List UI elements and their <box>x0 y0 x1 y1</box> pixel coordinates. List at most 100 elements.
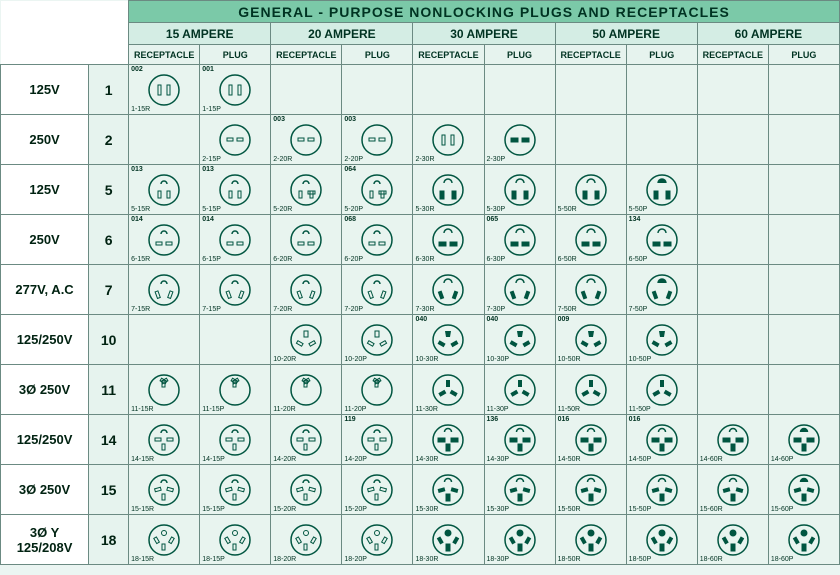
plug-cell: 18-15P <box>200 515 271 565</box>
item-code: 040 <box>415 316 427 323</box>
plug-cell: 5-20R <box>271 165 342 215</box>
nema-code: 18-15P <box>202 556 225 563</box>
item-code: 002 <box>131 66 143 73</box>
nema-code: 7-50P <box>629 306 648 313</box>
item-code: 013 <box>131 166 143 173</box>
plug-cell: 10-20R <box>271 315 342 365</box>
voltage-label: 3Ø Y125/208V <box>1 515 89 565</box>
plug-cell: 15-30P <box>484 465 555 515</box>
sub-header: PLUG <box>200 45 271 65</box>
empty-cell <box>271 65 342 115</box>
plug-cell: 5-30P <box>484 165 555 215</box>
empty-cell <box>697 65 768 115</box>
sub-header: PLUG <box>626 45 697 65</box>
empty-cell <box>768 365 839 415</box>
plug-cell: 040 10-30R <box>413 315 484 365</box>
voltage-label: 277V, A.C <box>1 265 89 315</box>
sub-header: RECEPTACLE <box>413 45 484 65</box>
plug-cell: 11-15R <box>129 365 200 415</box>
plug-cell: 18-30P <box>484 515 555 565</box>
nema-code: 15-60R <box>700 506 723 513</box>
voltage-label: 125V <box>1 65 89 115</box>
nema-code: 14-20P <box>344 456 367 463</box>
sub-header: PLUG <box>342 45 413 65</box>
plug-cell: 0686-20P <box>342 215 413 265</box>
nema-code: 1-15R <box>131 106 150 113</box>
nema-code: 7-20R <box>273 306 292 313</box>
empty-cell <box>484 65 555 115</box>
plug-cell: 5-50P <box>626 165 697 215</box>
nema-code: 6-50R <box>558 256 577 263</box>
sub-header: RECEPTACLE <box>271 45 342 65</box>
plug-cell: 7-20P <box>342 265 413 315</box>
plug-cell: 7-50P <box>626 265 697 315</box>
plug-cell: 15-50P <box>626 465 697 515</box>
nema-code: 5-50P <box>629 206 648 213</box>
empty-cell <box>129 315 200 365</box>
plug-cell: 11-50P <box>626 365 697 415</box>
empty-cell <box>768 65 839 115</box>
nema-code: 5-30R <box>415 206 434 213</box>
nema-code: 10-30P <box>487 356 510 363</box>
voltage-label: 3Ø 250V <box>1 465 89 515</box>
nema-code: 18-30R <box>415 556 438 563</box>
nema-code: 7-20P <box>344 306 363 313</box>
plug-cell: 0146-15P <box>200 215 271 265</box>
nema-number: 18 <box>89 515 129 565</box>
nema-code: 14-20R <box>273 456 296 463</box>
nema-number: 1 <box>89 65 129 115</box>
plug-cell: 15-15R <box>129 465 200 515</box>
empty-cell <box>626 65 697 115</box>
nema-code: 15-15P <box>202 506 225 513</box>
nema-code: 14-60R <box>700 456 723 463</box>
nema-code: 11-50R <box>558 406 580 413</box>
sub-header: RECEPTACLE <box>129 45 200 65</box>
empty-cell <box>697 165 768 215</box>
plug-cell: 18-30R <box>413 515 484 565</box>
item-code: 016 <box>558 416 570 423</box>
nema-chart-table: GENERAL - PURPOSE NONLOCKING PLUGS AND R… <box>0 0 840 565</box>
empty-cell <box>200 315 271 365</box>
plug-cell: 119 14-20P <box>342 415 413 465</box>
nema-code: 7-15R <box>131 306 150 313</box>
nema-code: 15-50R <box>558 506 581 513</box>
sub-header: PLUG <box>768 45 839 65</box>
chart-body: 125V10021-15R0011-15P250V22-15P0032-20R0… <box>1 65 840 565</box>
nema-code: 6-15R <box>131 256 150 263</box>
plug-cell: 15-20R <box>271 465 342 515</box>
voltage-label: 250V <box>1 215 89 265</box>
nema-code: 10-30R <box>415 356 438 363</box>
nema-code: 15-30P <box>487 506 510 513</box>
empty-cell <box>768 165 839 215</box>
plug-cell: 18-60R <box>697 515 768 565</box>
plug-cell: 14-15R <box>129 415 200 465</box>
item-code: 003 <box>273 116 285 123</box>
nema-code: 14-15R <box>131 456 154 463</box>
empty-cell <box>555 65 626 115</box>
item-code: 013 <box>202 166 214 173</box>
empty-cell <box>697 115 768 165</box>
voltage-row: 277V, A.C77-15R 7-15P 7-20R 7-20P 7-30R 7-30P… <box>1 265 840 315</box>
plug-cell: 2-30P <box>484 115 555 165</box>
item-code: 016 <box>629 416 641 423</box>
nema-number: 5 <box>89 165 129 215</box>
nema-code: 2-15P <box>202 156 221 163</box>
item-code: 040 <box>487 316 499 323</box>
nema-code: 5-15P <box>202 206 221 213</box>
voltage-label: 125V <box>1 165 89 215</box>
plug-cell: 6-50R <box>555 215 626 265</box>
nema-code: 7-30R <box>415 306 434 313</box>
nema-number: 7 <box>89 265 129 315</box>
nema-code: 15-50P <box>629 506 652 513</box>
item-code: 119 <box>344 416 355 423</box>
nema-code: 6-20R <box>273 256 292 263</box>
nema-code: 7-15P <box>202 306 221 313</box>
item-code: 136 <box>487 416 499 423</box>
nema-code: 15-20R <box>273 506 296 513</box>
plug-cell: 7-50R <box>555 265 626 315</box>
plug-cell: 5-30R <box>413 165 484 215</box>
nema-code: 7-30P <box>487 306 506 313</box>
nema-code: 11-30P <box>487 406 509 413</box>
nema-number: 15 <box>89 465 129 515</box>
plug-cell: 7-30R <box>413 265 484 315</box>
